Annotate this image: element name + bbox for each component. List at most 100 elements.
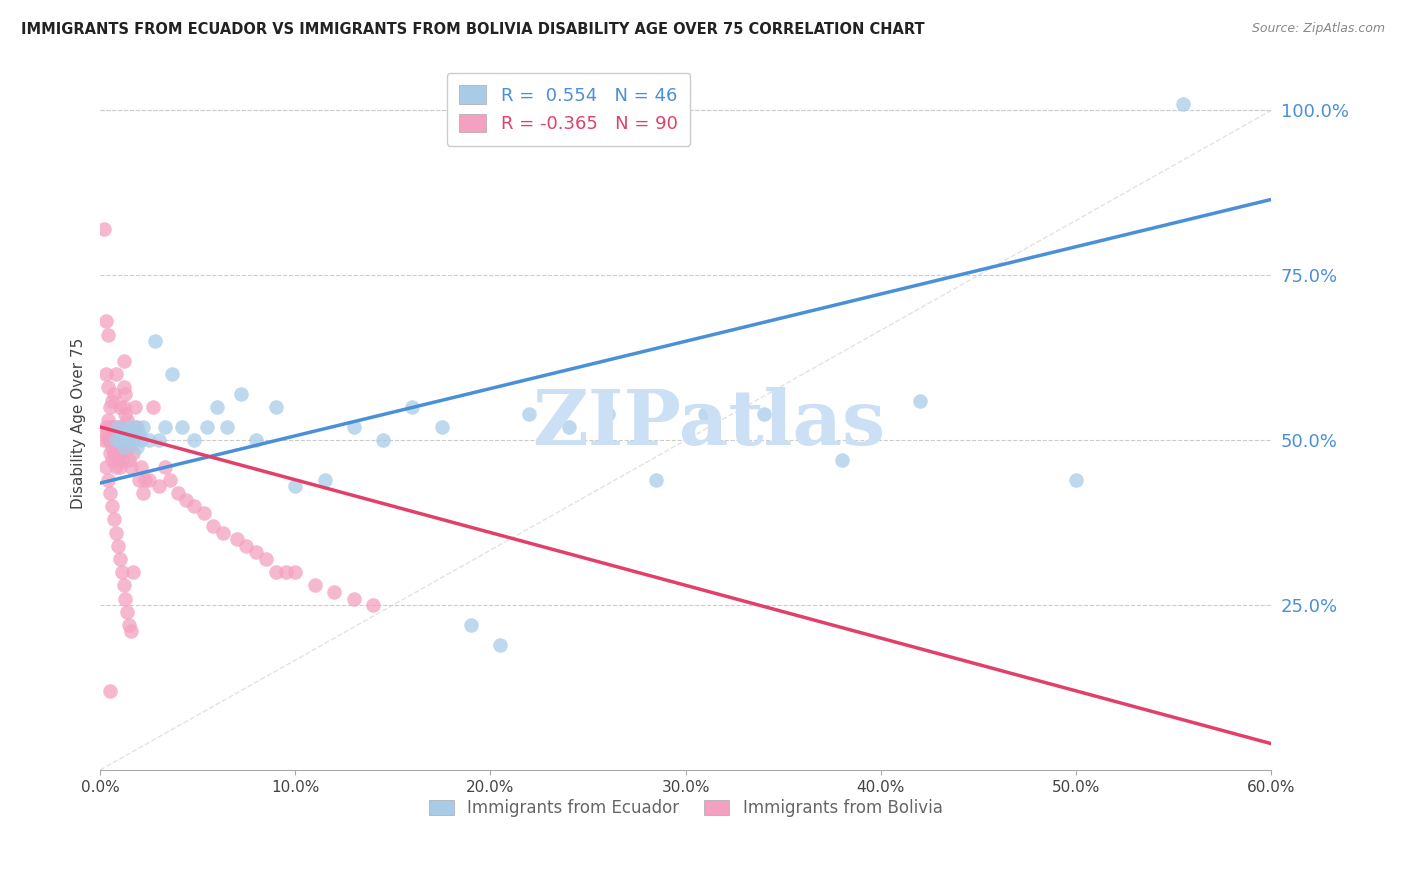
Point — [94, 459, 117, 474]
Point — [274, 565, 297, 579]
Text: Source: ZipAtlas.com: Source: ZipAtlas.com — [1251, 22, 1385, 36]
Point — [183, 434, 205, 448]
Point — [143, 334, 166, 349]
Point — [129, 459, 152, 474]
Point — [162, 368, 184, 382]
Point — [103, 446, 125, 460]
Point — [134, 473, 156, 487]
Point — [94, 420, 117, 434]
Point — [98, 434, 121, 448]
Point — [110, 565, 132, 579]
Point — [120, 624, 142, 639]
Point — [108, 434, 131, 448]
Point — [107, 453, 129, 467]
Point — [371, 434, 394, 448]
Point — [264, 565, 287, 579]
Point — [120, 426, 142, 441]
Point — [142, 401, 165, 415]
Point — [93, 434, 115, 448]
Point — [167, 486, 190, 500]
Point — [148, 479, 170, 493]
Point — [172, 420, 194, 434]
Point — [148, 434, 170, 448]
Point — [93, 222, 115, 236]
Point — [114, 387, 136, 401]
Point — [104, 459, 127, 474]
Point — [205, 401, 228, 415]
Point — [323, 585, 346, 599]
Point — [98, 683, 121, 698]
Point — [114, 426, 136, 441]
Point — [245, 545, 267, 559]
Point — [138, 473, 160, 487]
Point — [97, 413, 120, 427]
Point — [97, 327, 120, 342]
Point — [264, 401, 287, 415]
Point — [128, 473, 150, 487]
Point — [197, 420, 219, 434]
Point — [107, 539, 129, 553]
Point — [132, 420, 155, 434]
Point — [112, 354, 135, 368]
Point — [108, 552, 131, 566]
Text: IMMIGRANTS FROM ECUADOR VS IMMIGRANTS FROM BOLIVIA DISABILITY AGE OVER 75 CORREL: IMMIGRANTS FROM ECUADOR VS IMMIGRANTS FR… — [21, 22, 925, 37]
Point — [112, 578, 135, 592]
Point — [108, 420, 131, 434]
Point — [118, 618, 141, 632]
Point — [363, 598, 385, 612]
Point — [94, 314, 117, 328]
Point — [108, 434, 131, 448]
Point — [117, 413, 139, 427]
Legend: Immigrants from Ecuador, Immigrants from Bolivia: Immigrants from Ecuador, Immigrants from… — [422, 793, 949, 824]
Point — [132, 486, 155, 500]
Point — [110, 426, 132, 441]
Point — [225, 532, 247, 546]
Point — [1173, 96, 1195, 111]
Point — [101, 393, 124, 408]
Point — [183, 499, 205, 513]
Point — [557, 420, 579, 434]
Point — [129, 434, 152, 448]
Point — [284, 565, 307, 579]
Point — [752, 407, 775, 421]
Point — [114, 407, 136, 421]
Point — [104, 426, 127, 441]
Point — [108, 401, 131, 415]
Point — [460, 618, 482, 632]
Point — [104, 446, 127, 460]
Point — [101, 499, 124, 513]
Point — [695, 407, 717, 421]
Point — [110, 453, 132, 467]
Point — [118, 453, 141, 467]
Point — [112, 380, 135, 394]
Point — [519, 407, 541, 421]
Point — [101, 440, 124, 454]
Point — [127, 440, 149, 454]
Point — [645, 473, 668, 487]
Point — [107, 420, 129, 434]
Point — [97, 473, 120, 487]
Point — [124, 401, 146, 415]
Point — [98, 401, 121, 415]
Point — [343, 420, 366, 434]
Point — [118, 420, 141, 434]
Point — [107, 440, 129, 454]
Point — [122, 446, 145, 460]
Point — [596, 407, 619, 421]
Point — [215, 420, 238, 434]
Point — [98, 420, 121, 434]
Point — [122, 434, 145, 448]
Point — [103, 420, 125, 434]
Point — [212, 525, 235, 540]
Point — [235, 539, 257, 553]
Point — [103, 434, 125, 448]
Point — [159, 473, 181, 487]
Point — [101, 420, 124, 434]
Point — [1064, 473, 1087, 487]
Point — [98, 446, 121, 460]
Point — [97, 380, 120, 394]
Point — [202, 519, 225, 533]
Point — [124, 420, 146, 434]
Point — [229, 387, 252, 401]
Point — [110, 440, 132, 454]
